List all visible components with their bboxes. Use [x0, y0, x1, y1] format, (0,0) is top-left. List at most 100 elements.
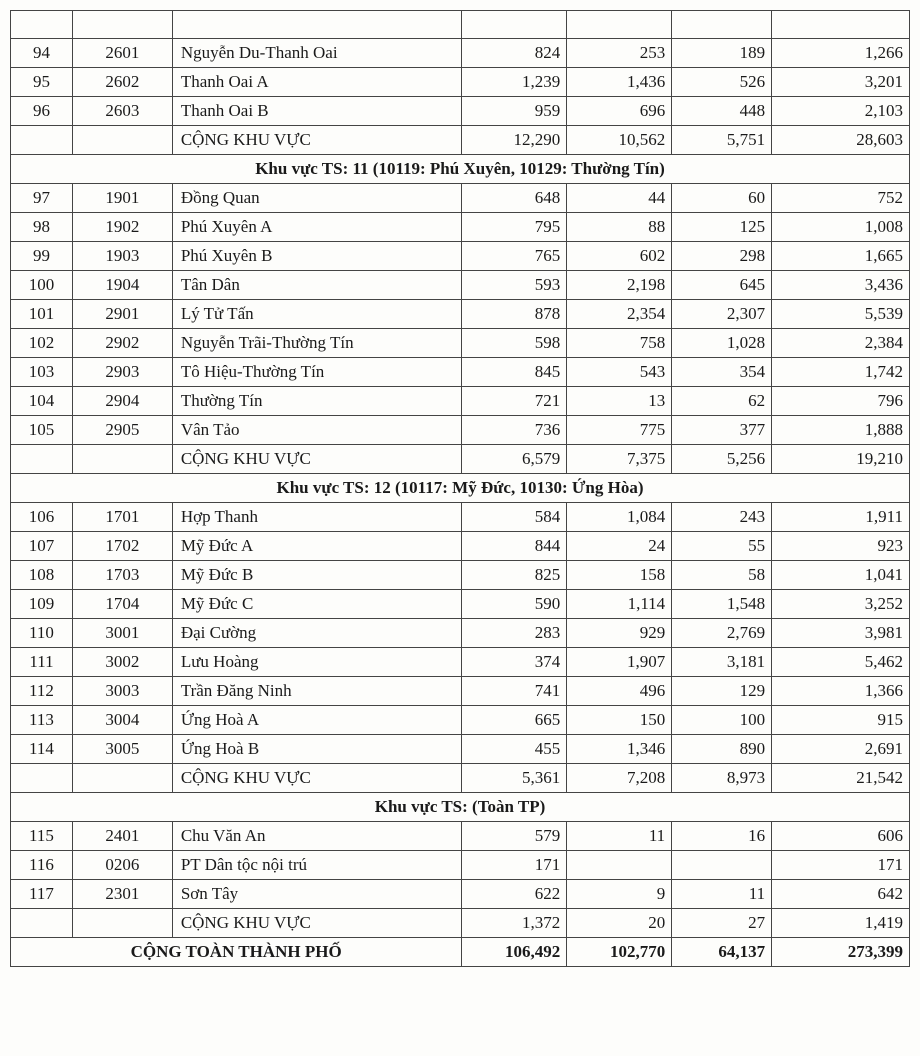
cell-code: 2905 — [72, 416, 172, 445]
cell-v3: 377 — [672, 416, 772, 445]
subtotal-row: CỘNG KHU VỰC6,5797,3755,25619,210 — [11, 445, 910, 474]
cell-v3: 27 — [672, 909, 772, 938]
cell-v2: 2,198 — [567, 271, 672, 300]
cell-stt: 97 — [11, 184, 73, 213]
cell-v4: 642 — [772, 880, 910, 909]
cell-v4: 1,008 — [772, 213, 910, 242]
cell-v1: 5,361 — [462, 764, 567, 793]
cell-v4: 21,542 — [772, 764, 910, 793]
cell-v4: 1,041 — [772, 561, 910, 590]
cell-v2: 929 — [567, 619, 672, 648]
cell-v4: 3,981 — [772, 619, 910, 648]
cell-v1: 845 — [462, 358, 567, 387]
table-row: 1091704Mỹ Đức C5901,1141,5483,252 — [11, 590, 910, 619]
cell-v2: 7,208 — [567, 764, 672, 793]
cell-v4: 915 — [772, 706, 910, 735]
cell-code — [72, 11, 172, 39]
cell-stt: 108 — [11, 561, 73, 590]
cell-v4: 5,539 — [772, 300, 910, 329]
cell-v2: 696 — [567, 97, 672, 126]
cell-code — [72, 764, 172, 793]
cell-name: Mỹ Đức B — [172, 561, 462, 590]
cell-v2: 150 — [567, 706, 672, 735]
table-row: 1123003Trần Đăng Ninh7414961291,366 — [11, 677, 910, 706]
cell-code: 3001 — [72, 619, 172, 648]
cell-v2: 11 — [567, 822, 672, 851]
cell-stt: 114 — [11, 735, 73, 764]
cell-v3: 448 — [672, 97, 772, 126]
cell-stt: 112 — [11, 677, 73, 706]
cell-name: Ứng Hoà B — [172, 735, 462, 764]
cell-v2: 602 — [567, 242, 672, 271]
cell-v1: 106,492 — [462, 938, 567, 967]
cell-v1: 374 — [462, 648, 567, 677]
cell-v1: 171 — [462, 851, 567, 880]
cell-v3: 64,137 — [672, 938, 772, 967]
cell-v4: 5,462 — [772, 648, 910, 677]
cell-v3: 55 — [672, 532, 772, 561]
cell-v2: 543 — [567, 358, 672, 387]
table-row: 1022902Nguyễn Trãi-Thường Tín5987581,028… — [11, 329, 910, 358]
cell-v4: 3,201 — [772, 68, 910, 97]
cell-name: PT Dân tộc nội trú — [172, 851, 462, 880]
cell-v3: 526 — [672, 68, 772, 97]
cell-v1: 622 — [462, 880, 567, 909]
cell-v2: 9 — [567, 880, 672, 909]
cell-name: Lưu Hoàng — [172, 648, 462, 677]
cell-v3: 3,181 — [672, 648, 772, 677]
cell-name: Mỹ Đức C — [172, 590, 462, 619]
cell-v1: 283 — [462, 619, 567, 648]
cell-v2 — [567, 851, 672, 880]
section-header: Khu vực TS: 12 (10117: Mỹ Đức, 10130: Ứn… — [11, 474, 910, 503]
cell-v1: 824 — [462, 39, 567, 68]
cell-v3: 5,751 — [672, 126, 772, 155]
cell-v3: 243 — [672, 503, 772, 532]
cell-v3: 11 — [672, 880, 772, 909]
cell-v4: 1,911 — [772, 503, 910, 532]
section-header-label: Khu vực TS: 12 (10117: Mỹ Đức, 10130: Ứn… — [11, 474, 910, 503]
cell-v3 — [672, 851, 772, 880]
table-row: 1143005Ứng Hoà B4551,3468902,691 — [11, 735, 910, 764]
cell-v1: 6,579 — [462, 445, 567, 474]
cell-v4: 1,419 — [772, 909, 910, 938]
cell-v2: 88 — [567, 213, 672, 242]
cell-code: 1701 — [72, 503, 172, 532]
cell-v4: 2,384 — [772, 329, 910, 358]
cell-v3: 8,973 — [672, 764, 772, 793]
cell-v3: 60 — [672, 184, 772, 213]
cell-v4: 1,742 — [772, 358, 910, 387]
cell-v3: 354 — [672, 358, 772, 387]
cell-v1: 590 — [462, 590, 567, 619]
table-row: 1103001Đại Cường2839292,7693,981 — [11, 619, 910, 648]
cell-stt: 98 — [11, 213, 73, 242]
cell-code: 3003 — [72, 677, 172, 706]
cell-v3: 298 — [672, 242, 772, 271]
cell-stt: 95 — [11, 68, 73, 97]
cell-v1: 825 — [462, 561, 567, 590]
cell-v4: 752 — [772, 184, 910, 213]
cell-v4: 3,436 — [772, 271, 910, 300]
cell-v4: 28,603 — [772, 126, 910, 155]
section-header-label: Khu vực TS: 11 (10119: Phú Xuyên, 10129:… — [11, 155, 910, 184]
table-row: 981902Phú Xuyên A795881251,008 — [11, 213, 910, 242]
table-row: 991903Phú Xuyên B7656022981,665 — [11, 242, 910, 271]
cell-stt: 99 — [11, 242, 73, 271]
cell-v2: 1,436 — [567, 68, 672, 97]
cell-stt: 94 — [11, 39, 73, 68]
cell-v1: 765 — [462, 242, 567, 271]
cell-stt — [11, 445, 73, 474]
table-row: 1032903Tô Hiệu-Thường Tín8455433541,742 — [11, 358, 910, 387]
cell-v4: 171 — [772, 851, 910, 880]
cell-v4: 796 — [772, 387, 910, 416]
cell-v2: 1,084 — [567, 503, 672, 532]
cell-v3: 2,307 — [672, 300, 772, 329]
table-row: 1071702Mỹ Đức A8442455923 — [11, 532, 910, 561]
cell-code: 2901 — [72, 300, 172, 329]
cell-name: Phú Xuyên B — [172, 242, 462, 271]
cell-v2 — [567, 11, 672, 39]
cell-v3: 16 — [672, 822, 772, 851]
cell-code: 2602 — [72, 68, 172, 97]
cell-name: Ứng Hoà A — [172, 706, 462, 735]
cell-v1: 878 — [462, 300, 567, 329]
cell-v1: 584 — [462, 503, 567, 532]
